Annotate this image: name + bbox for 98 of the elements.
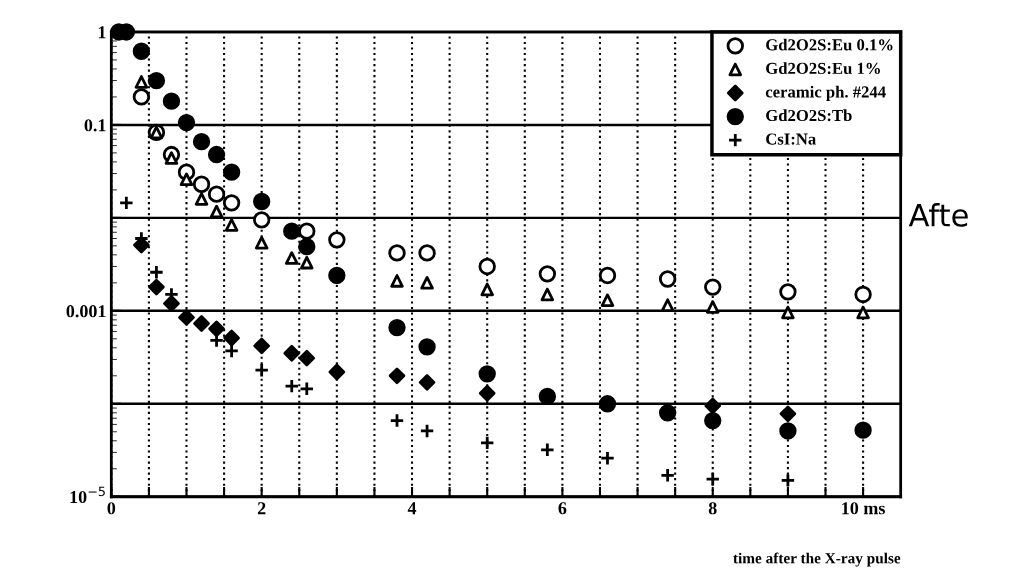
point: [254, 362, 270, 378]
point: [598, 395, 617, 413]
point: [388, 244, 406, 262]
legend-label: Gd2O2S:Tb: [766, 109, 852, 122]
point: [284, 251, 299, 265]
point: [147, 71, 166, 90]
x-tick-label: 10 ms: [842, 502, 885, 515]
legend-label: Gd2O2S:Eu 1%: [766, 62, 880, 75]
point: [179, 172, 194, 187]
point: [600, 293, 615, 308]
point: [118, 195, 134, 211]
legend-label: Gd2O2S:Eu 0.1%: [766, 38, 893, 51]
point: [222, 163, 241, 181]
x-tick-label: 8: [708, 502, 717, 515]
point: [148, 278, 165, 296]
point: [207, 185, 226, 203]
point: [418, 374, 436, 391]
point: [193, 315, 210, 332]
point: [164, 151, 179, 165]
point: [781, 305, 795, 320]
point: [779, 405, 797, 423]
point: [298, 238, 316, 256]
point: [178, 309, 195, 326]
point: [300, 255, 314, 270]
point: [478, 365, 496, 383]
legend-label: CsI:Na: [766, 133, 816, 145]
x-axis-title: time after the X-ray pulse: [733, 552, 901, 567]
point: [598, 266, 617, 285]
point: [132, 88, 151, 106]
point: [283, 222, 301, 240]
point: [328, 231, 346, 249]
point: [539, 442, 555, 458]
point: [418, 244, 436, 262]
point: [854, 421, 872, 439]
y-tick-label: 10$^{−5}$: [70, 486, 105, 504]
point: [780, 472, 796, 488]
point: [704, 411, 722, 430]
y-tick-label: 0.1: [84, 119, 106, 132]
point: [192, 133, 211, 151]
point: [148, 264, 165, 280]
y-tick-label: 1: [98, 26, 106, 39]
point: [704, 278, 722, 296]
point: [298, 349, 316, 367]
text: Afte: [908, 203, 968, 227]
x-tick-label: 6: [558, 502, 567, 515]
point: [209, 204, 224, 219]
point: [388, 367, 406, 385]
point: [480, 282, 494, 297]
point: [779, 283, 797, 301]
point: [223, 329, 240, 347]
x-tick-label: 4: [407, 502, 417, 515]
point: [134, 75, 149, 89]
point: [478, 384, 496, 402]
point: [388, 318, 406, 337]
x-tick-label: 2: [257, 502, 266, 515]
point: [420, 276, 434, 290]
point: [705, 471, 721, 487]
point: [660, 298, 675, 312]
legend-label: ceramic ph. #244: [765, 85, 886, 101]
point: [538, 265, 557, 283]
x-tick-label: 0: [107, 502, 116, 515]
point: [177, 113, 196, 132]
point: [253, 192, 271, 211]
point: [299, 381, 315, 397]
y-tick-label: 0.001: [66, 305, 106, 318]
point: [478, 257, 496, 276]
point: [479, 435, 495, 451]
point: [419, 423, 435, 439]
point: [854, 285, 872, 304]
point: [194, 192, 209, 206]
point: [599, 450, 616, 466]
point: [779, 422, 797, 440]
point: [704, 397, 722, 415]
point: [253, 337, 271, 355]
point: [658, 270, 677, 288]
point: [222, 194, 241, 212]
point: [192, 175, 211, 193]
point: [224, 218, 239, 232]
point: [390, 274, 404, 288]
point: [132, 42, 151, 60]
point: [328, 266, 346, 285]
point: [660, 467, 676, 483]
point: [207, 145, 226, 164]
point: [254, 235, 269, 250]
point: [283, 344, 301, 362]
point: [389, 412, 405, 429]
point: [162, 92, 181, 110]
point: [208, 320, 225, 338]
point: [224, 343, 240, 359]
point: [418, 338, 436, 356]
point: [284, 378, 300, 394]
point: [328, 363, 346, 381]
point: [253, 211, 271, 229]
point: [658, 404, 677, 422]
point: [705, 300, 720, 314]
point: [856, 305, 870, 320]
point: [298, 222, 316, 240]
point: [540, 287, 555, 302]
